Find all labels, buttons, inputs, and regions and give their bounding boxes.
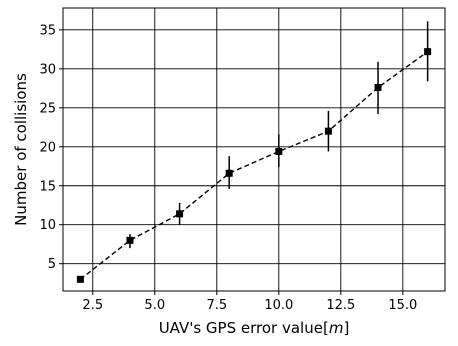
data-point bbox=[275, 147, 283, 155]
x-axis-title: UAV's GPS error value[m] bbox=[159, 319, 350, 337]
data-point bbox=[126, 236, 134, 244]
y-tick-label: 5 bbox=[48, 257, 56, 272]
y-tick-label: 10 bbox=[39, 218, 56, 233]
x-axis: 2.5 5.0 7.5 10.0 12.5 15.0 bbox=[82, 291, 417, 313]
grid bbox=[63, 8, 445, 291]
data-point bbox=[176, 210, 184, 218]
series-collisions bbox=[76, 21, 432, 283]
y-tick-label: 30 bbox=[39, 62, 56, 77]
data-point bbox=[225, 169, 233, 177]
x-tick-label: 12.5 bbox=[326, 298, 355, 313]
y-tick-label: 15 bbox=[39, 179, 56, 194]
plot-frame bbox=[62, 7, 446, 292]
y-tick-label: 20 bbox=[39, 140, 56, 155]
y-tick-label: 35 bbox=[39, 23, 56, 38]
x-tick-label: 5.0 bbox=[144, 298, 165, 313]
data-point bbox=[374, 84, 382, 92]
x-tick-label: 7.5 bbox=[206, 298, 227, 313]
data-point bbox=[76, 275, 84, 283]
x-tick-label: 15.0 bbox=[388, 298, 417, 313]
y-axis: 5 10 15 20 25 30 35 bbox=[39, 23, 63, 272]
y-axis-title: Number of collisions bbox=[12, 73, 30, 226]
x-tick-label: 10.0 bbox=[264, 298, 293, 313]
data-point bbox=[424, 48, 432, 56]
data-point bbox=[324, 127, 332, 135]
y-tick-label: 25 bbox=[39, 101, 56, 116]
series-line bbox=[79, 51, 429, 280]
x-tick-label: 2.5 bbox=[82, 298, 103, 313]
